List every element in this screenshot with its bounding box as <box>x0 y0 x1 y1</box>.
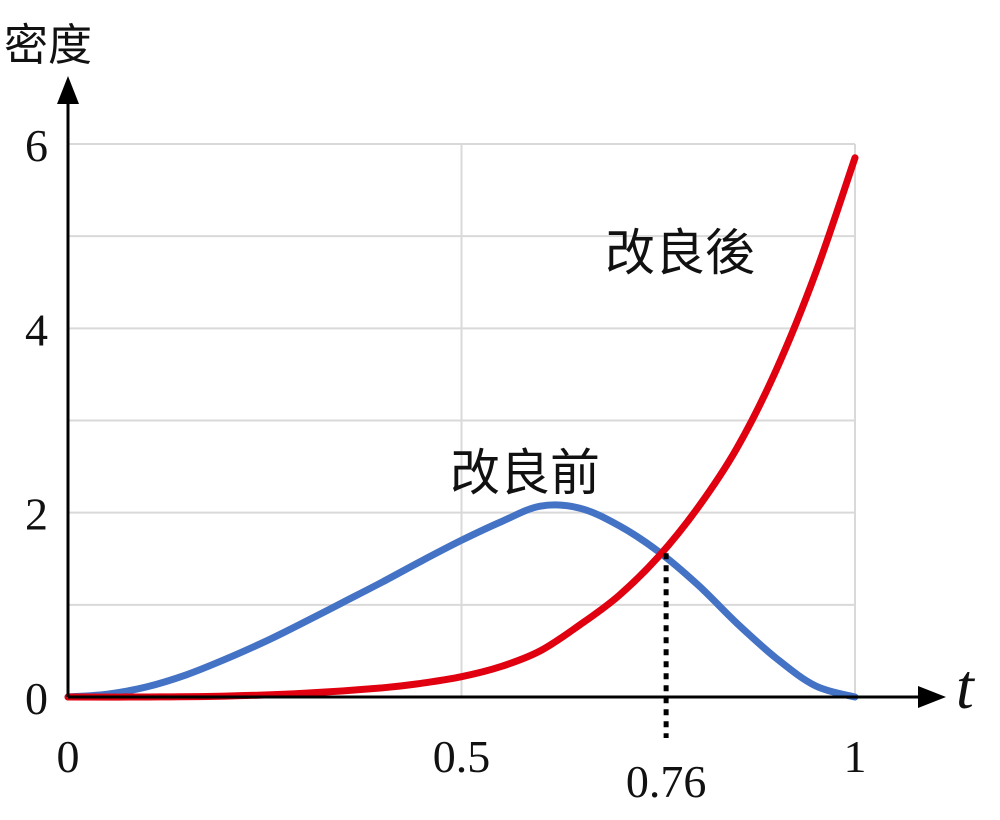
x-tick-label: 0 <box>57 731 80 782</box>
series-after-line <box>64 154 859 701</box>
y-tick-label: 4 <box>25 304 48 355</box>
axis-labels: 密度 t <box>4 20 976 722</box>
series-before-label: 改良前 <box>450 444 600 502</box>
x-tick-label: 1 <box>844 731 867 782</box>
x-axis-label: t <box>956 651 976 722</box>
series-lines: 改良前 改良後 <box>64 154 859 701</box>
grid <box>68 143 856 697</box>
series-before-line <box>64 501 859 701</box>
y-axis-arrow-icon <box>57 76 79 104</box>
tick-labels: 0.76 0 2 4 6 0 0.5 1 <box>25 120 867 807</box>
y-tick-label: 2 <box>25 489 48 540</box>
x-axis-arrow-icon <box>918 686 946 708</box>
y-tick-label: 6 <box>25 120 48 171</box>
x-tick-label: 0.5 <box>433 731 491 782</box>
series-after-label: 改良後 <box>605 224 755 282</box>
axes <box>57 76 946 708</box>
y-tick-label: 0 <box>25 673 48 724</box>
y-axis-label: 密度 <box>4 20 92 71</box>
intersection-x-label: 0.76 <box>626 756 707 807</box>
